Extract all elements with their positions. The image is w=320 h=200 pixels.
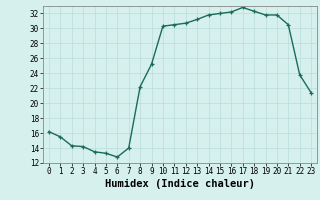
X-axis label: Humidex (Indice chaleur): Humidex (Indice chaleur): [105, 179, 255, 189]
